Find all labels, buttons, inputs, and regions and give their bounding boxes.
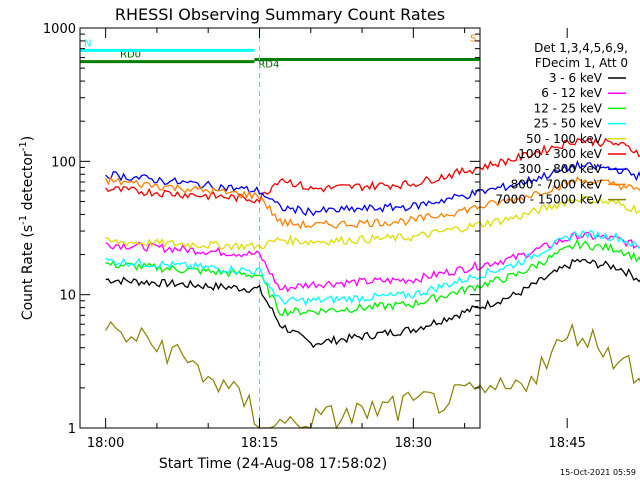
x-axis-label: Start Time (24-Aug-08 17:58:02): [159, 456, 387, 472]
legend-label-2: 6 - 12 keV: [541, 86, 603, 100]
x-tick-label-1: 18:00: [87, 436, 124, 451]
flag-bars: RD0 RD4 N S: [80, 33, 480, 71]
flag-label-1: RD0: [120, 50, 141, 61]
legend-label-4: 25 - 50 keV: [534, 117, 603, 131]
ylabel-part2: detector: [20, 151, 36, 215]
legend-label-7: 300 - 800 keV: [518, 162, 602, 176]
x-tick-label-2: 18:15: [241, 436, 278, 451]
plot-frame: [79, 27, 481, 429]
series-lines: [105, 137, 640, 430]
series-line-8: [105, 176, 640, 230]
ylabel-sup2: -1: [18, 141, 29, 151]
series-line-7: [105, 160, 640, 217]
x-tick-label-3: 18:30: [395, 436, 432, 451]
ylabel-part3: ): [20, 136, 36, 141]
series-line-4: [105, 229, 640, 307]
chart-title: RHESSI Observing Summary Count Rates: [115, 5, 445, 24]
legend-header-2: FDecim 1, Att 0: [535, 56, 628, 70]
legend-label-5: 50 - 100 keV: [526, 132, 603, 146]
legend-label-6: 100 - 300 keV: [518, 147, 602, 161]
legend-label-3: 12 - 25 keV: [534, 101, 603, 115]
series-line-2: [105, 231, 640, 293]
legend-label-9: 7000 - 15000 keV: [495, 193, 602, 207]
series-line-1: [105, 258, 640, 349]
x-tick-label-4: 18:45: [548, 436, 585, 451]
legend-label-1: 3 - 6 keV: [549, 71, 603, 85]
y-axis-label: Count Rate (s-1 detector-1): [18, 136, 36, 320]
y-tick-label-1: 1: [68, 422, 76, 437]
y-tick-label-2: 10: [59, 289, 76, 304]
flag-label-4: S: [470, 33, 476, 44]
y-tick-label-3: 100: [51, 155, 76, 170]
ylabel-sup1: -1: [18, 215, 29, 225]
series-line-5: [105, 195, 640, 252]
y-tick-label-4: 1000: [43, 22, 76, 37]
y-axis-ticks: 1 10 100 1000: [43, 22, 480, 437]
series-line-9: [105, 320, 640, 430]
legend-label-8: 800 - 7000 keV: [511, 177, 603, 191]
ylabel-part1: Count Rate (s: [20, 225, 36, 320]
legend: Det 1,3,4,5,6,9, FDecim 1, Att 0 3 - 6 k…: [495, 41, 628, 207]
flag-label-3: N: [84, 38, 91, 49]
flag-label-2: RD4: [258, 60, 279, 71]
series-line-3: [105, 238, 640, 317]
timestamp: 15-Oct-2021 05:59: [560, 468, 636, 477]
legend-header-1: Det 1,3,4,5,6,9,: [534, 41, 628, 55]
